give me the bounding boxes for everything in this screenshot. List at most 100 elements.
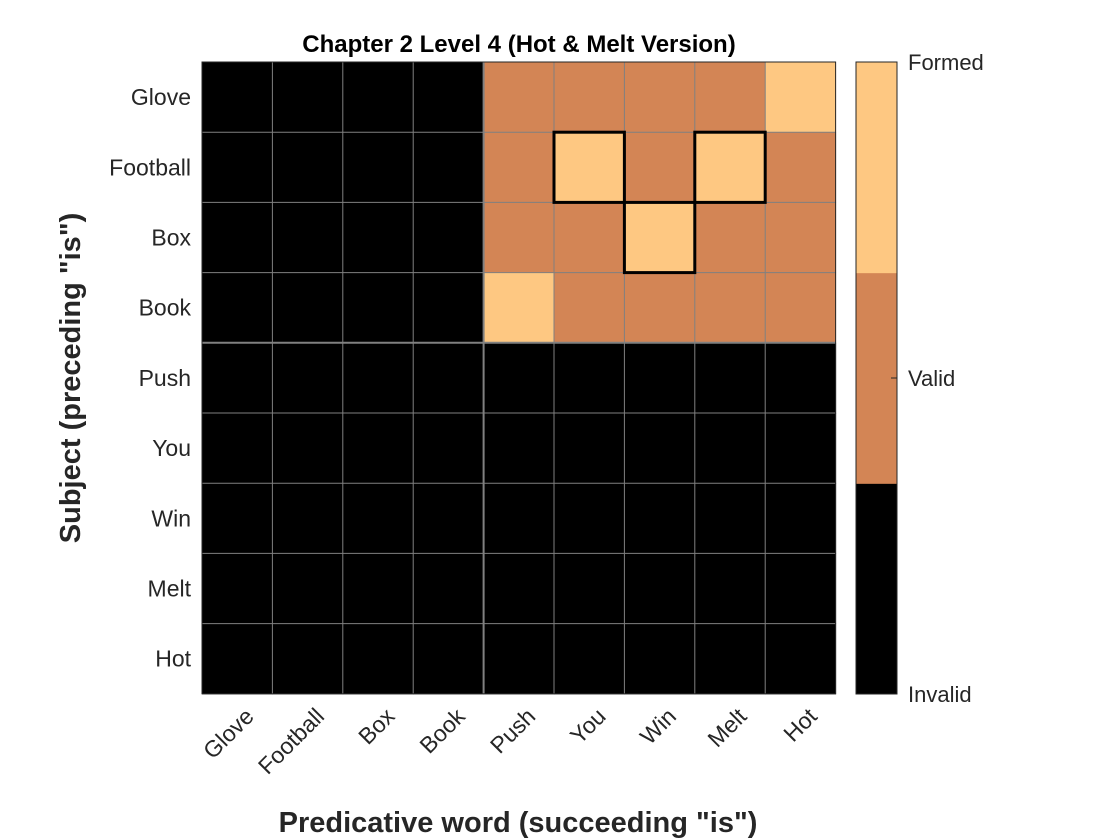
heatmap-cell [483, 62, 555, 133]
colorbar-segment [856, 272, 897, 484]
x-tick-label: Glove [198, 703, 259, 764]
heatmap-cell [554, 413, 625, 484]
heatmap-cell [765, 62, 837, 133]
heatmap-cell [202, 413, 273, 484]
colorbar-label: Formed [908, 50, 984, 75]
heatmap-cell [765, 553, 837, 625]
heatmap-cell [272, 272, 344, 344]
heatmap-cell [272, 483, 344, 554]
heatmap-cell [694, 623, 766, 695]
heatmap-cell [554, 483, 625, 554]
heatmap-cell [694, 483, 766, 554]
y-tick-label: Book [139, 295, 192, 321]
heatmap-cell [342, 132, 414, 203]
heatmap-cell [694, 413, 766, 484]
heatmap-cell [624, 483, 696, 554]
heatmap-cell [202, 342, 273, 414]
y-tick-label: Hot [155, 646, 191, 672]
heatmap-cell [413, 62, 485, 133]
colorbar-label: Valid [908, 366, 955, 391]
heatmap-cell [554, 342, 625, 414]
highlight-box [622, 200, 697, 275]
heatmap-cell [554, 272, 625, 344]
x-tick-label: Box [353, 703, 400, 750]
heatmap-cell [413, 132, 485, 203]
heatmap-cell [342, 272, 414, 344]
x-tick-label: Melt [702, 703, 752, 753]
heatmap-cell [272, 62, 344, 133]
x-tick-label: Push [485, 703, 540, 758]
heatmap-cell [272, 202, 344, 274]
heatmap-cell [202, 62, 273, 133]
heatmap-cell [342, 62, 414, 133]
heatmap-cell [483, 623, 555, 695]
chart-title: Chapter 2 Level 4 (Hot & Melt Version) [302, 31, 735, 58]
heatmap-cell [413, 202, 485, 274]
y-tick-labels: Glove Football Box Book Push You Win Melt Hot [109, 84, 191, 672]
y-tick-label: You [152, 435, 191, 461]
heatmap-cell [413, 342, 485, 414]
y-tick-label: Glove [131, 84, 191, 110]
heatmap-cell [483, 413, 555, 484]
heatmap-cell [413, 623, 485, 695]
heatmap-cell [554, 132, 625, 203]
colorbar-segment [856, 62, 897, 274]
heatmap-cell [483, 483, 555, 554]
heatmap-cell [483, 553, 555, 625]
heatmap-cell [624, 272, 696, 344]
heatmap-cell [554, 202, 625, 274]
heatmap-cell [272, 342, 344, 414]
heatmap-cell [694, 342, 766, 414]
y-tick-label: Push [139, 365, 191, 391]
heatmap-cell [202, 132, 273, 203]
heatmap-cell [202, 202, 273, 274]
heatmap-cell [413, 413, 485, 484]
heatmap-cell [413, 272, 485, 344]
heatmap-cell [694, 553, 766, 625]
heatmap-cell [554, 623, 625, 695]
heatmap-cell [202, 623, 273, 695]
heatmap-cell [483, 342, 555, 414]
heatmap-cell [765, 202, 837, 274]
heatmap-cell [483, 272, 555, 344]
heatmap-cell [694, 202, 766, 274]
heatmap-cell [272, 623, 344, 695]
x-tick-label: Book [414, 703, 470, 759]
y-tick-label: Box [151, 225, 191, 251]
heatmap-cell [554, 62, 625, 133]
heatmap-cell [483, 132, 555, 203]
heatmap-cells [202, 62, 837, 695]
x-tick-label: Win [635, 703, 681, 749]
x-axis-label: Predicative word (succeeding "is") [279, 807, 758, 839]
x-tick-label: You [565, 703, 611, 749]
x-tick-label: Football [253, 703, 329, 779]
heatmap-cell [624, 202, 696, 274]
colorbar-label: Invalid [908, 682, 972, 707]
heatmap-cell [272, 413, 344, 484]
heatmap-cell [202, 272, 273, 344]
heatmap-cell [342, 553, 414, 625]
heatmap-cell [272, 132, 344, 203]
heatmap-cell [483, 202, 555, 274]
heatmap-cell [202, 483, 273, 554]
heatmap-cell [342, 623, 414, 695]
heatmap-cell [413, 553, 485, 625]
heatmap-cell [765, 483, 837, 554]
heatmap-cell [624, 62, 696, 133]
heatmap-cell [342, 483, 414, 554]
heatmap-cell [694, 62, 766, 133]
highlight-box [552, 130, 626, 204]
highlight-box [693, 130, 767, 204]
plot-border [201, 61, 837, 695]
heatmap-cell [624, 342, 696, 414]
heatmap-cell [624, 623, 696, 695]
heatmap-cell [272, 553, 344, 625]
highlight-boxes [552, 130, 767, 275]
heatmap-cell [624, 132, 696, 203]
y-tick-label: Win [151, 505, 191, 531]
heatmap-cell [765, 623, 837, 695]
colorbar: Invalid Valid Formed [855, 50, 984, 707]
heatmap-cell [765, 413, 837, 484]
